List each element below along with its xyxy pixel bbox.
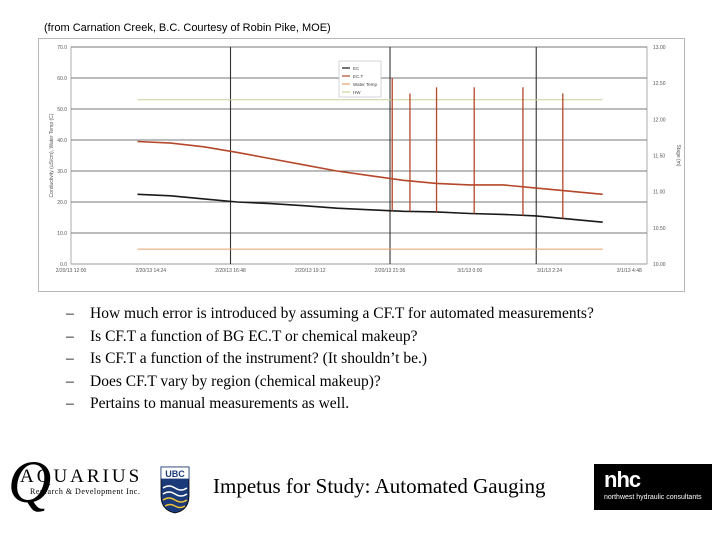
y2-axis-label: Stage (m) bbox=[675, 145, 681, 167]
bullet-text: Does CF.T vary by region (chemical makeu… bbox=[90, 372, 381, 390]
y2-tick-label: 11.00 bbox=[653, 190, 665, 196]
y-axis-label: Conductivity (uS/cm), Water Temp (C) bbox=[49, 113, 55, 197]
y2-tick-label: 10.50 bbox=[653, 226, 666, 232]
x-tick-label: 2/20/13 19:12 bbox=[295, 268, 326, 274]
nhc-subtitle: northwest hydraulic consultants bbox=[604, 494, 702, 501]
aquarius-q-glyph: Q bbox=[8, 449, 52, 515]
chart-caption: (from Carnation Creek, B.C. Courtesy of … bbox=[44, 22, 331, 34]
aquarius-logo: Q AQUARIUS Research & Development Inc. bbox=[8, 452, 158, 522]
nhc-logo: nhc northwest hydraulic consultants bbox=[594, 464, 712, 510]
nhc-wordmark: nhc bbox=[604, 467, 641, 492]
y2-tick-label: 12.00 bbox=[653, 117, 666, 123]
bullet-item: – Is CF.T a function of BG EC.T or chemic… bbox=[66, 327, 646, 346]
y-tick-label: 30.0 bbox=[57, 169, 67, 175]
bullet-dash: – bbox=[66, 350, 74, 367]
bullet-item: – Does CF.T vary by region (chemical make… bbox=[66, 372, 646, 391]
x-tick-label: 2/20/13 14:24 bbox=[135, 268, 166, 274]
bullet-text: How much error is introduced by assuming… bbox=[90, 305, 594, 322]
legend-label: Water Temp bbox=[353, 82, 378, 87]
footer-title: Impetus for Study: Automated Gauging bbox=[213, 474, 546, 498]
x-tick-label: 3/1/13 2:24 bbox=[537, 268, 562, 274]
bullet-item: – Pertains to manual measurements as well… bbox=[66, 394, 646, 413]
bullet-item: – How much error is introduced by assumin… bbox=[66, 304, 646, 323]
y-tick-label: 70.0 bbox=[57, 45, 67, 51]
x-tick-label: 2/20/13 21:36 bbox=[375, 268, 406, 274]
legend-label: EC.T bbox=[353, 74, 364, 79]
y-tick-label: 10.0 bbox=[57, 231, 67, 237]
x-tick-label: 2/20/13 16:48 bbox=[215, 268, 246, 274]
y-tick-label: 50.0 bbox=[57, 107, 67, 113]
y2-tick-label: 12.50 bbox=[653, 81, 666, 87]
ubc-wordmark: UBC bbox=[165, 469, 185, 479]
aquarius-subtitle: Research & Development Inc. bbox=[30, 487, 141, 496]
bullet-text: Is CF.T a function of BG EC.T or chemica… bbox=[90, 327, 418, 345]
bullet-list: – How much error is introduced by assumin… bbox=[66, 304, 646, 417]
x-tick-label: 3/1/13 4:48 bbox=[617, 268, 642, 274]
y-tick-label: 40.0 bbox=[57, 138, 67, 144]
y-tick-label: 20.0 bbox=[57, 200, 67, 206]
legend-box bbox=[338, 60, 382, 98]
series-line-ec-t bbox=[137, 140, 603, 196]
y2-tick-label: 10.00 bbox=[653, 262, 666, 268]
x-tick-label: 3/1/13 0:00 bbox=[457, 268, 482, 274]
x-tick-label: 2/20/13 12:00 bbox=[56, 268, 87, 274]
series-line-ec bbox=[137, 193, 603, 223]
bullet-text: Is CF.T a function of the instrument? (I… bbox=[90, 350, 427, 367]
legend-label: HW bbox=[353, 90, 361, 95]
chart-panel: 0.0 10.0 20.0 30.0 40.0 50.0 60.0 70.0 10.00 10.5… bbox=[38, 38, 685, 292]
bullet-dash: – bbox=[66, 327, 74, 345]
bullet-dash: – bbox=[66, 395, 74, 412]
bullet-text: Pertains to manual measurements as well. bbox=[90, 395, 350, 412]
y-tick-label: 0.0 bbox=[60, 262, 67, 268]
bullet-dash: – bbox=[66, 305, 74, 322]
y2-tick-label: 11.50 bbox=[653, 154, 665, 160]
bullet-dash: – bbox=[66, 372, 74, 390]
y-tick-label: 60.0 bbox=[57, 76, 67, 82]
y2-tick-label: 13.00 bbox=[653, 45, 666, 51]
legend-label: EC bbox=[353, 66, 360, 71]
aquarius-wordmark: AQUARIUS bbox=[20, 466, 143, 487]
chart-svg: 0.0 10.0 20.0 30.0 40.0 50.0 60.0 70.0 10.00 10.5… bbox=[49, 45, 681, 274]
bullet-item: – Is CF.T a function of the instrument? (… bbox=[66, 349, 646, 368]
ubc-logo: UBC bbox=[160, 466, 190, 514]
